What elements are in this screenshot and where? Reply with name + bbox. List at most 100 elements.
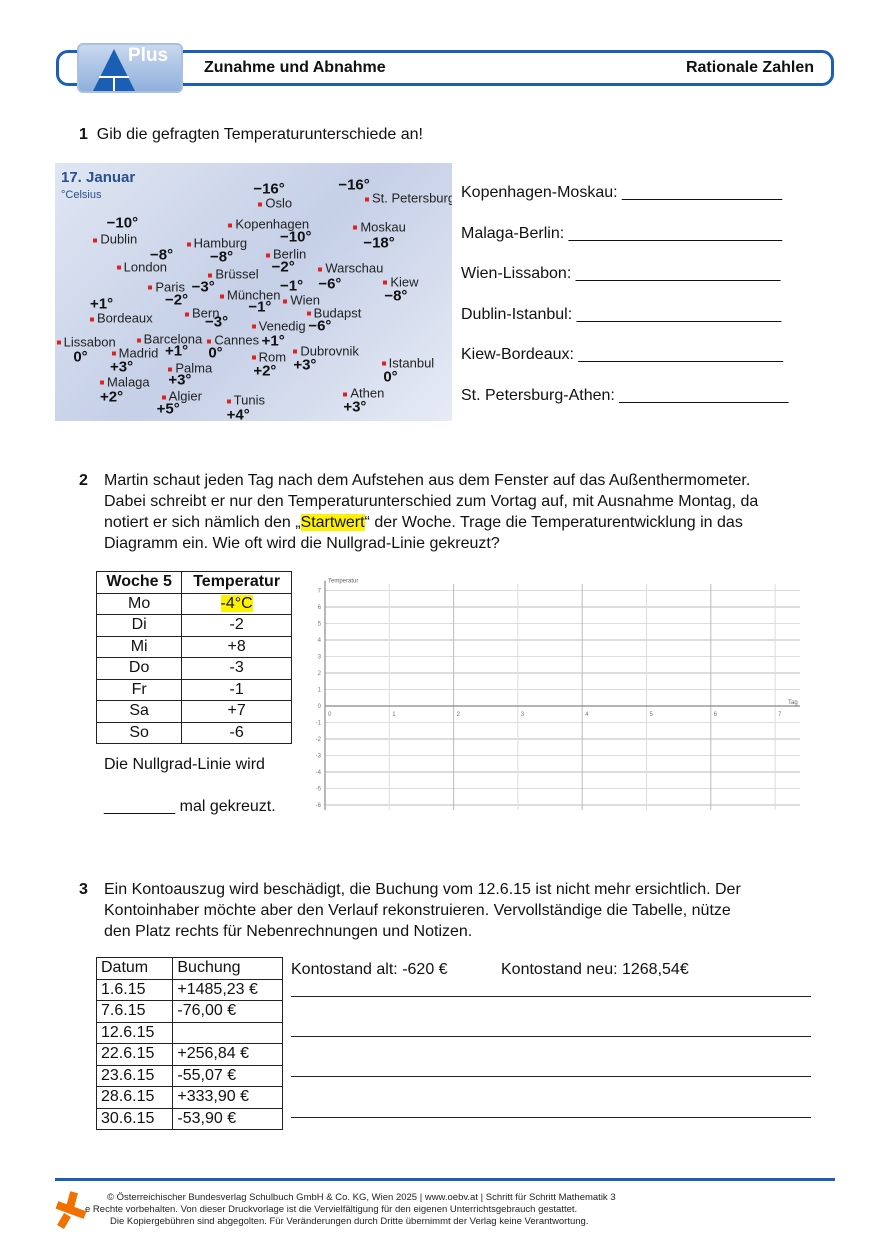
x-tick-label: 1 (392, 712, 396, 718)
city-label: Hamburg (187, 236, 247, 251)
y-tick-label: 2 (318, 671, 322, 677)
y-tick-label: 5 (318, 622, 322, 628)
table-row: 7.6.15 -76,00 € (95, 1000, 283, 1023)
table-cell: Di (95, 614, 183, 637)
footer-copyright: © Österreichischer Bundesverlag Schulbuc… (107, 1192, 616, 1203)
table-row: Fr -1 (95, 678, 292, 701)
answer-line[interactable]: Kopenhagen-Moskau: __________________ (461, 184, 783, 201)
table-cell: 23.6.15 (95, 1064, 174, 1087)
city-temperature: +1° (261, 332, 285, 350)
city-temperature: −6° (318, 275, 342, 293)
city-temperature: −3° (191, 278, 215, 296)
table-cell: 28.6.15 (95, 1086, 174, 1109)
city-temperature: −1° (280, 277, 304, 295)
table-cell: Fr (95, 678, 183, 701)
answer-line[interactable]: Dublin-Istanbul: _______________________ (461, 305, 782, 323)
highlight-startwert: Startwert (300, 514, 365, 531)
city-temperature: +3° (343, 398, 367, 416)
table-cell: Mi (95, 635, 183, 658)
city-temperature: +3° (168, 371, 192, 389)
map-unit: °Celsius (61, 189, 102, 201)
answer-line[interactable]: Malaga-Berlin: ________________________ (461, 224, 783, 242)
city-temperature: −3° (205, 313, 229, 331)
city-label: Moskau (353, 219, 406, 234)
notes-line[interactable] (291, 1036, 811, 1037)
city-label: Brüssel (208, 267, 258, 282)
y-tick-label: 4 (318, 638, 322, 644)
x-tick-label: 6 (714, 712, 718, 718)
city-temperature: −2° (165, 291, 189, 309)
city-temperature: −18° (363, 234, 395, 252)
table-cell: -3 (181, 657, 292, 680)
city-temperature: +2° (100, 388, 124, 406)
answer-line[interactable]: Wien-Lissabon: _______________________ (461, 265, 781, 282)
city-label: Paris (148, 279, 185, 294)
temperature-chart[interactable]: 0 1 2 3 4 5 6 7 7 6 5 4 3 2 1 0 -1 -2 -3 -4 -5 -6 Temperatur Ta… (300, 565, 810, 827)
header-title: Zunahme und Abnahme (204, 59, 386, 76)
city-label: Athen (343, 386, 384, 401)
weather-map: 17. Januar °Celsius Oslo −16° St. Petersbu… (55, 163, 452, 421)
table-cell: Sa (95, 700, 183, 723)
city-temperature: −6° (308, 317, 332, 335)
table-cell: -76,00 € (172, 1000, 283, 1023)
table-row: So -6 (95, 721, 292, 744)
city-temperature: −2° (271, 258, 295, 276)
city-label: Oslo (258, 196, 292, 211)
header-subject: Rationale Zahlen (685, 59, 814, 76)
answer-text-1: Die Nullgrad-Linie wird (104, 756, 265, 773)
city-label: Kiew (383, 274, 418, 289)
city-temperature: −8° (210, 248, 234, 266)
table-cell: 7.6.15 (95, 1000, 174, 1023)
answer-line[interactable]: Kiew-Bordeaux: _______________________ (461, 346, 784, 363)
city-label: Rom (252, 349, 286, 364)
city-temperature: −10° (106, 214, 139, 232)
city-temperature: −16° (253, 180, 285, 198)
table-cell: -6 (181, 721, 292, 744)
y-tick-label: -4 (316, 770, 322, 776)
notes-line[interactable] (291, 996, 811, 997)
y-tick-label: 3 (318, 655, 322, 661)
y-tick-label: -6 (316, 803, 322, 809)
table-cell: -2 (181, 614, 292, 637)
city-label: London (117, 259, 167, 274)
y-tick-label: 1 (318, 688, 322, 694)
map-title: 17. Januar (61, 169, 136, 186)
city-label: Tunis (227, 393, 265, 408)
city-label: Berlin (266, 247, 306, 262)
table-cell[interactable] (172, 1021, 283, 1044)
x-tick-label: 5 (650, 712, 654, 718)
table-row: 12.6.15 (95, 1021, 283, 1044)
y-tick-label: 6 (318, 605, 322, 611)
city-label: Kopenhagen (228, 217, 309, 232)
table-row: Do -3 (95, 657, 292, 680)
table-row: Sa +7 (95, 700, 292, 723)
table-cell: 12.6.15 (95, 1021, 174, 1044)
notes-line[interactable] (291, 1117, 811, 1118)
y-tick-label: -3 (316, 754, 322, 760)
question-3: 3 Ein Kontoauszug wird beschädigt, die Bu… (79, 881, 741, 940)
city-label: Bordeaux (90, 311, 153, 326)
temperature-table: Woche 5 Temperatur Mo -4°C Di -2 Mi +8 Do -3 Fr -1… (95, 571, 292, 744)
answer-text-2[interactable]: ________ mal gekreuzt. (104, 798, 276, 815)
account-table: Datum Buchung 1.6.15 +1485,23 €7.6.15 -76,0… (95, 957, 283, 1130)
table-row: Di -2 (95, 614, 292, 637)
city-label: Algier (162, 389, 202, 404)
city-temperature: −8° (384, 287, 408, 305)
notes-line[interactable] (291, 1076, 811, 1077)
y-tick-label: -5 (316, 787, 322, 793)
city-label: Venedig (252, 318, 306, 333)
table-row: Mo -4°C (95, 592, 292, 615)
header-bar (56, 50, 834, 86)
x-tick-label: 4 (585, 712, 589, 718)
city-temperature: −16° (338, 176, 370, 194)
answer-line[interactable]: St. Petersburg-Athen: __________________… (461, 386, 789, 404)
y-axis-label: Temperatur (328, 578, 358, 584)
table-row: 1.6.15 +1485,23 € (95, 978, 283, 1001)
city-temperature: +1° (90, 295, 114, 313)
balance-old: Kontostand alt: -620 € (291, 961, 448, 978)
table-cell: +8 (181, 635, 292, 658)
table-cell: +256,84 € (172, 1043, 283, 1066)
city-temperature: 0° (73, 348, 88, 366)
x-tick-label: 7 (778, 712, 782, 718)
city-label: Dublin (93, 232, 137, 247)
